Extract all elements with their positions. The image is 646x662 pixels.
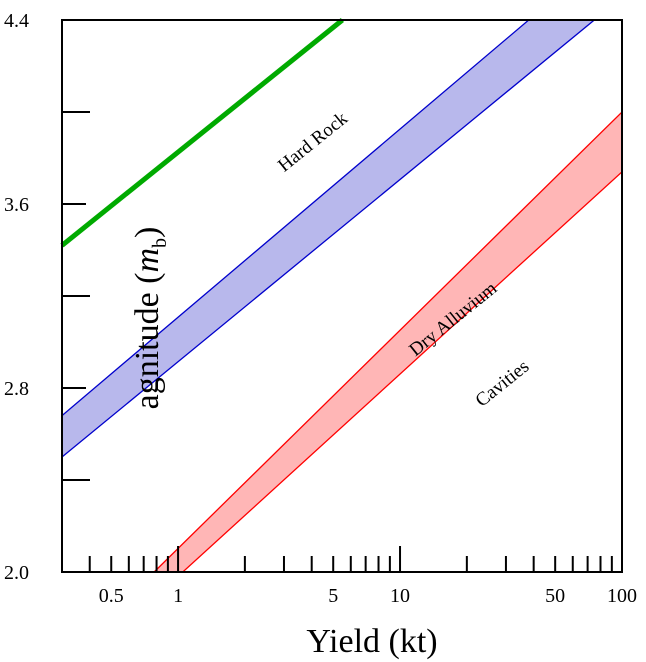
annotation-hard-rock: Hard Rock	[274, 108, 352, 177]
y-tick-label: 3.6	[4, 194, 29, 216]
annotation-cavities: Cavities	[472, 356, 534, 411]
line-hard-rock	[60, 18, 344, 248]
lines-layer	[60, 18, 344, 248]
x-tick-label: 5	[328, 585, 338, 607]
y-tick-label: 4.4	[4, 10, 29, 32]
y-axis-label: agnitude (mb)	[129, 227, 171, 410]
x-axis-label: Yield (kt)	[306, 623, 437, 660]
x-ticks: 0.5 1 5 10 50 100	[88, 546, 637, 607]
x-tick-label: 50	[545, 585, 565, 607]
x-tick-label: 100	[607, 585, 637, 607]
y-ticks: 2.0 2.8 3.6 4.4	[4, 10, 90, 584]
x-tick-label: 0.5	[99, 585, 124, 607]
y-tick-label: 2.8	[4, 378, 29, 400]
x-tick-label: 1	[173, 585, 183, 607]
y-tick-label: 2.0	[4, 562, 29, 584]
x-tick-label: 10	[390, 585, 410, 607]
